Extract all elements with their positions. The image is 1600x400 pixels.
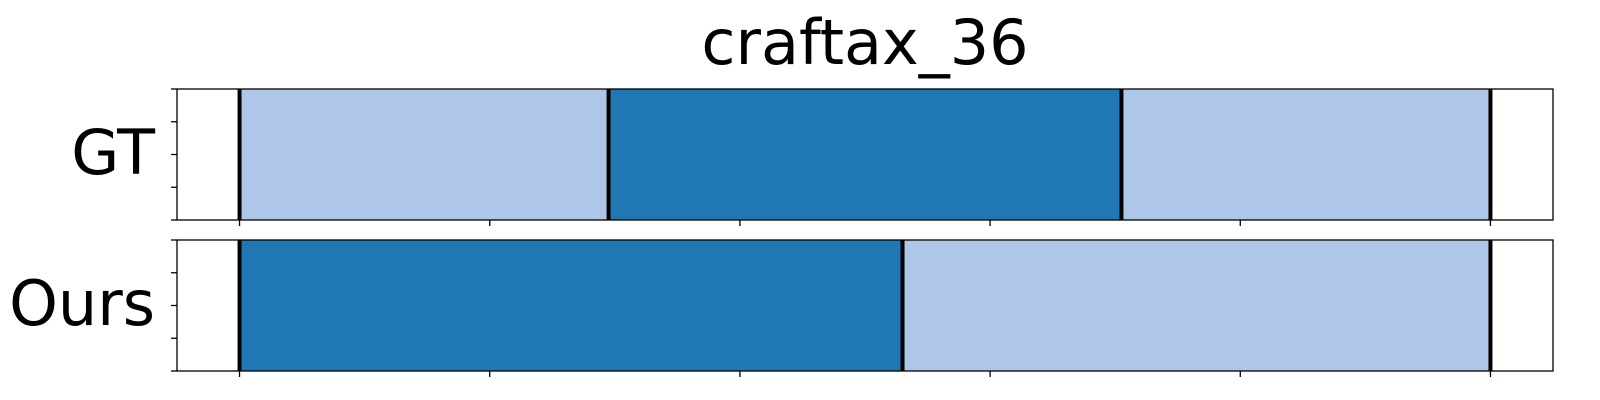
rows-layer: GT Ours <box>9 88 1554 377</box>
segment-bar <box>1121 89 1491 220</box>
row-label-gt: GT <box>71 116 156 189</box>
row-group-ours: Ours <box>9 239 1554 377</box>
segment-bar <box>239 240 903 371</box>
segment-bar <box>902 240 1491 371</box>
chart-title: craftax_36 <box>701 6 1028 79</box>
row-group-gt: GT <box>71 88 1554 226</box>
segment-bar <box>239 89 609 220</box>
row-label-ours: Ours <box>9 267 155 340</box>
segment-bar <box>608 89 1122 220</box>
